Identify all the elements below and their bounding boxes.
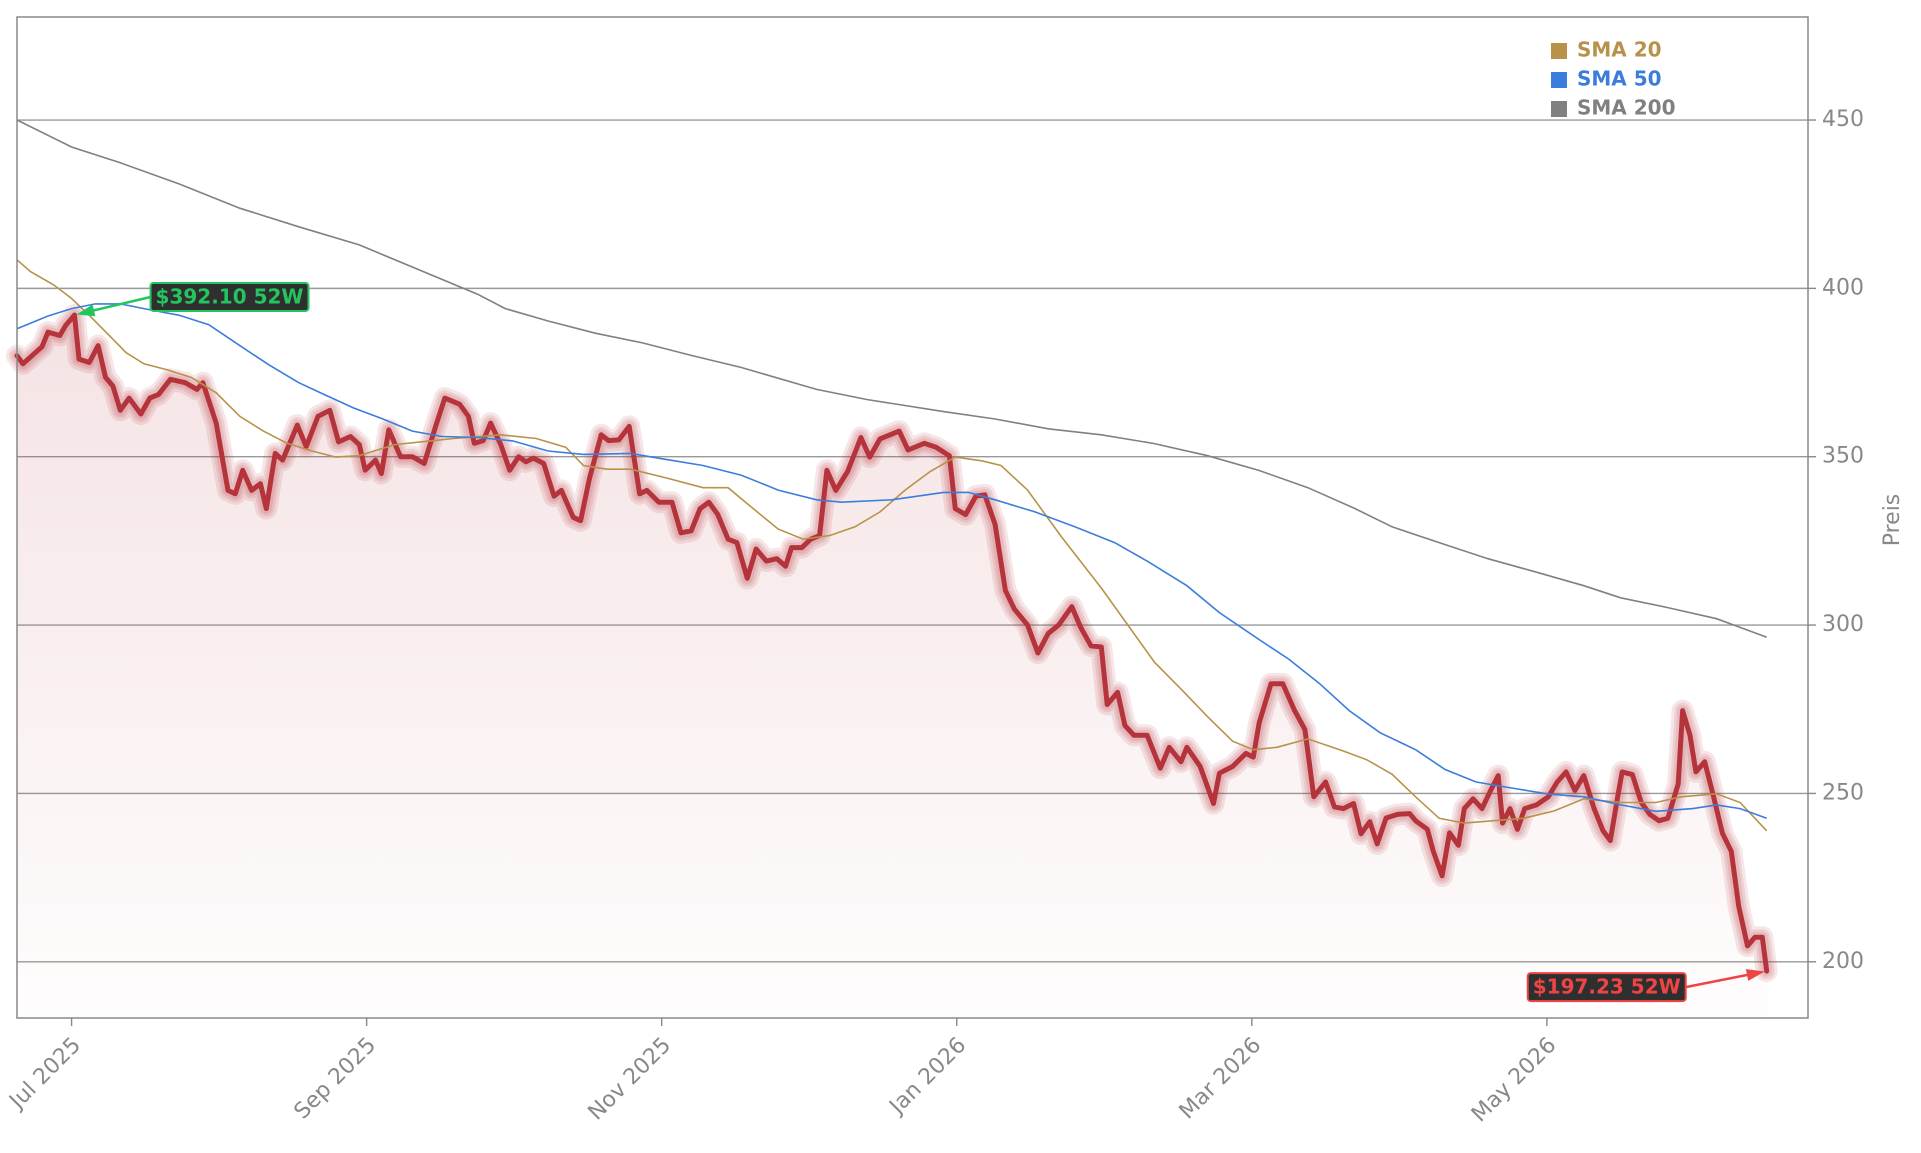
legend-label: SMA 50 <box>1577 67 1662 91</box>
legend-swatch <box>1551 72 1567 88</box>
annotation: $197.23 52W <box>1526 972 1687 1003</box>
x-tick-label: Jul 2025 <box>4 1033 86 1115</box>
x-tick-label: May 2026 <box>1467 1033 1561 1127</box>
legend-swatch <box>1551 43 1567 59</box>
x-tick-label: Jan 2026 <box>884 1033 972 1121</box>
legend-swatch <box>1551 101 1567 117</box>
y-tick-label: 250 <box>1822 780 1864 805</box>
x-tick-label: Nov 2025 <box>584 1033 677 1126</box>
x-tick-label: Sep 2025 <box>290 1033 382 1125</box>
annotation-label: $197.23 52W <box>1533 975 1681 999</box>
sma-line <box>16 259 1768 832</box>
price-area <box>17 315 1767 1018</box>
legend-label: SMA 200 <box>1577 96 1676 120</box>
x-tick-label: Mar 2026 <box>1175 1033 1267 1125</box>
annotation-label: $392.10 52W <box>156 284 304 308</box>
sma-line <box>16 119 1767 638</box>
y-tick-label: 400 <box>1822 275 1864 300</box>
sma-line <box>16 303 1767 820</box>
y-tick-label: 200 <box>1822 949 1864 974</box>
y-axis-label: Preis <box>1880 494 1905 547</box>
annotation-arrowhead <box>1745 969 1765 981</box>
legend-label: SMA 20 <box>1577 38 1662 62</box>
annotation: $392.10 52W <box>149 281 310 312</box>
annotation-arrowhead <box>76 304 96 317</box>
y-tick-label: 300 <box>1822 612 1864 637</box>
y-tick-label: 450 <box>1822 107 1864 132</box>
y-tick-label: 350 <box>1822 444 1864 469</box>
price-line <box>14 312 1770 974</box>
plot-frame <box>16 16 1809 1019</box>
